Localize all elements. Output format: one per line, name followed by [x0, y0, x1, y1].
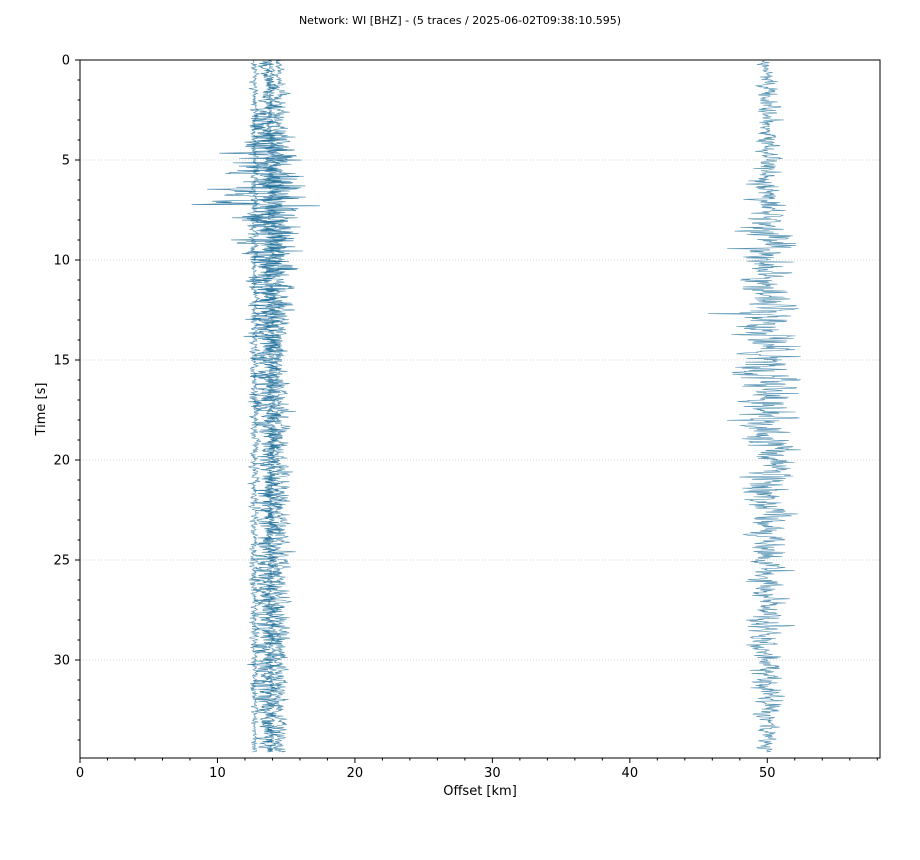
y-axis: 0 5 10 15 20 25 30	[53, 54, 80, 741]
trace-line	[255, 59, 299, 753]
x-tick-label: 0	[76, 766, 84, 781]
x-axis: 0 10 20 30 40 50	[76, 758, 878, 781]
x-axis-label: Offset [km]	[443, 784, 517, 799]
trace-line	[259, 59, 287, 753]
y-tick-label: 30	[53, 654, 70, 669]
trace-group	[191, 59, 801, 753]
chart-title: Network: WI [BHZ] - (5 traces / 2025-06-…	[299, 14, 621, 27]
x-tick-label: 10	[209, 766, 226, 781]
x-tick-label: 20	[347, 766, 364, 781]
y-tick-label: 10	[53, 254, 70, 269]
x-tick-label: 50	[759, 766, 776, 781]
trace-line	[708, 59, 801, 753]
y-tick-label: 20	[53, 454, 70, 469]
trace-line	[191, 59, 320, 753]
y-axis-label: Time [s]	[34, 383, 49, 437]
x-tick-label: 30	[484, 766, 501, 781]
grid-lines	[80, 159, 880, 661]
x-tick-label: 40	[622, 766, 639, 781]
y-tick-label: 15	[53, 354, 70, 369]
y-tick-label: 5	[62, 154, 70, 169]
y-tick-label: 0	[62, 54, 70, 69]
plot-frame	[79, 59, 881, 759]
y-tick-label: 25	[53, 554, 70, 569]
